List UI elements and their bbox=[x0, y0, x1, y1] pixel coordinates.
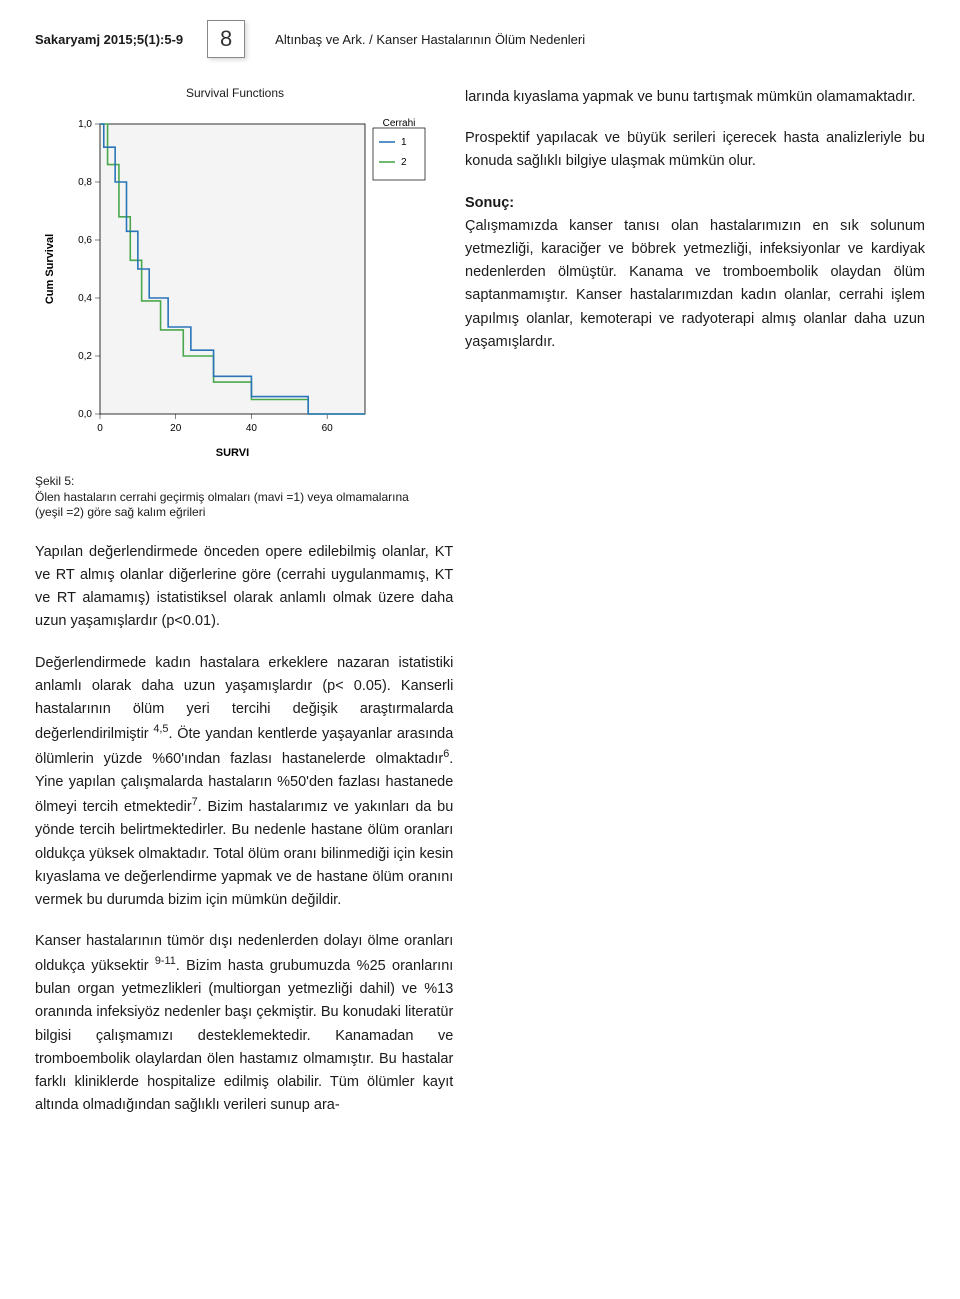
svg-text:0,0: 0,0 bbox=[78, 409, 92, 420]
svg-text:0,8: 0,8 bbox=[78, 177, 92, 188]
sonuc-body: Çalışmamızda kanser tanısı olan hastalar… bbox=[465, 218, 925, 350]
svg-text:20: 20 bbox=[170, 423, 182, 434]
svg-text:0: 0 bbox=[97, 423, 103, 434]
svg-text:Cerrahi: Cerrahi bbox=[383, 118, 416, 129]
page-number-badge: 8 bbox=[207, 20, 245, 58]
svg-text:40: 40 bbox=[246, 423, 258, 434]
paragraph: Prospektif yapılacak ve büyük serileri i… bbox=[465, 127, 925, 173]
svg-text:1: 1 bbox=[401, 137, 407, 148]
right-column: larında kıyaslama yapmak ve bunu tartışm… bbox=[465, 86, 925, 521]
paragraph: Kanser hastalarının tümör dışı nedenlerd… bbox=[35, 930, 453, 1117]
running-title: Altınbaş ve Ark. / Kanser Hastalarının Ö… bbox=[275, 32, 585, 47]
svg-text:0,2: 0,2 bbox=[78, 351, 92, 362]
sonuc-label: Sonuç: bbox=[465, 195, 514, 211]
chart-title: Survival Functions bbox=[35, 86, 435, 100]
page-header: Sakaryamj 2015;5(1):5-9 8 Altınbaş ve Ar… bbox=[35, 20, 925, 58]
sonuc-paragraph: Sonuç: Çalışmamızda kanser tanısı olan h… bbox=[465, 192, 925, 354]
svg-text:0,4: 0,4 bbox=[78, 293, 92, 304]
survival-chart: Survival Functions 0,0 0,2 0,4 0,6 0,8 1,0 0 20… bbox=[35, 86, 435, 464]
chart-svg: 0,0 0,2 0,4 0,6 0,8 1,0 0 20 40 60 SURVI Cum Surviv… bbox=[35, 104, 435, 464]
svg-text:0,6: 0,6 bbox=[78, 235, 92, 246]
caption-body: Ölen hastaların cerrahi geçirmiş olmalar… bbox=[35, 490, 409, 520]
journal-ref: Sakaryamj 2015;5(1):5-9 bbox=[35, 32, 183, 47]
lower-column: Yapılan değerlendirmede önceden opere ed… bbox=[35, 541, 453, 1118]
svg-text:2: 2 bbox=[401, 157, 407, 168]
svg-text:60: 60 bbox=[322, 423, 334, 434]
svg-text:SURVI: SURVI bbox=[216, 447, 249, 459]
svg-text:1,0: 1,0 bbox=[78, 119, 92, 130]
paragraph: larında kıyaslama yapmak ve bunu tartışm… bbox=[465, 86, 925, 109]
paragraph: Yapılan değerlendirmede önceden opere ed… bbox=[35, 541, 453, 634]
paragraph: Değerlendirmede kadın hastalara erkekler… bbox=[35, 652, 453, 913]
svg-text:Cum Survival: Cum Survival bbox=[44, 234, 56, 304]
figure-caption: Şekil 5: Ölen hastaların cerrahi geçirmi… bbox=[35, 474, 435, 521]
caption-title: Şekil 5: bbox=[35, 474, 74, 488]
